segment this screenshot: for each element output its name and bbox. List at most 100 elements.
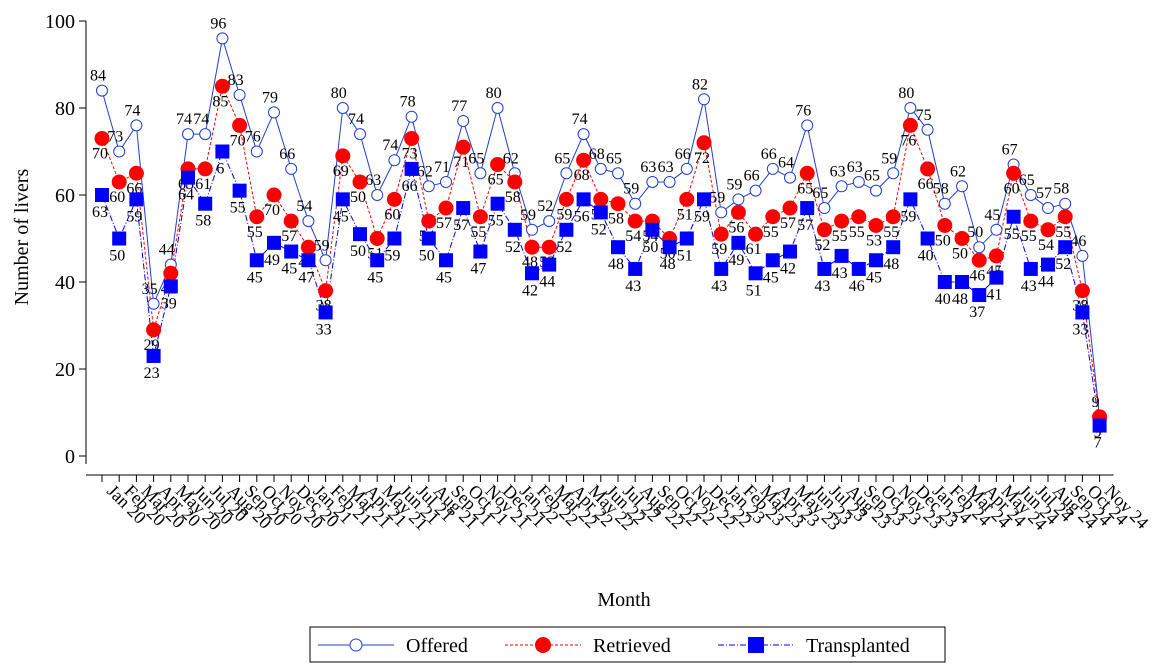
- data-point-transplanted: [1058, 240, 1073, 255]
- data-label-retrieved: 55: [1055, 224, 1071, 241]
- data-label-transplanted: 48: [608, 256, 624, 273]
- data-label-transplanted: 33: [316, 321, 332, 338]
- data-point-retrieved: [868, 217, 884, 233]
- data-point-offered: [182, 128, 194, 141]
- data-label-transplanted: 48: [660, 256, 676, 273]
- data-label-transplanted: 57: [797, 217, 813, 234]
- data-label-retrieved: 69: [333, 163, 349, 180]
- data-label-offered: 74: [124, 102, 140, 119]
- data-point-offered: [96, 84, 108, 97]
- data-label-offered: 76: [245, 129, 261, 146]
- data-label-retrieved: 85: [212, 93, 228, 110]
- data-label-retrieved: 66: [918, 176, 934, 193]
- data-point-transplanted: [731, 235, 746, 250]
- data-label-offered: 74: [176, 111, 192, 128]
- data-point-retrieved: [765, 209, 781, 225]
- data-label-offered: 65: [864, 168, 880, 185]
- data-label-transplanted: 43: [1021, 278, 1037, 295]
- data-label-offered: 68: [589, 146, 605, 163]
- data-point-transplanted: [525, 266, 539, 281]
- data-point-transplanted: [1075, 305, 1090, 320]
- data-label-retrieved: 50: [350, 189, 366, 206]
- data-point-offered: [680, 162, 693, 175]
- data-point-transplanted: [955, 275, 969, 289]
- data-point-retrieved: [730, 204, 746, 220]
- data-point-retrieved: [490, 157, 506, 173]
- data-label-offered: 58: [933, 181, 949, 198]
- data-label-offered: 74: [382, 137, 398, 154]
- data-point-offered: [904, 102, 917, 114]
- data-point-transplanted: [439, 253, 453, 268]
- data-label-retrieved: 76: [900, 132, 916, 149]
- data-point-retrieved: [1074, 283, 1090, 299]
- data-point-transplanted: [886, 240, 901, 255]
- data-point-transplanted: [714, 261, 729, 276]
- data-point-retrieved: [816, 222, 832, 238]
- data-point-retrieved: [283, 213, 299, 229]
- data-label-offered: 63: [365, 172, 381, 189]
- data-point-offered: [268, 106, 280, 119]
- data-label-offered: 54: [296, 198, 312, 215]
- data-label-retrieved: 65: [797, 180, 813, 197]
- data-label-offered: 35: [142, 281, 158, 298]
- data-point-offered: [784, 171, 796, 184]
- data-point-offered: [1042, 202, 1054, 215]
- data-point-offered: [698, 93, 710, 106]
- data-label-offered: 71: [434, 159, 450, 176]
- data-point-retrieved: [558, 191, 574, 207]
- data-point-offered: [199, 128, 212, 141]
- data-point-transplanted: [163, 279, 178, 294]
- data-label-offered: 59: [314, 237, 330, 254]
- data-label-offered: 66: [744, 168, 760, 185]
- data-label-offered: 50: [967, 224, 983, 241]
- data-point-offered: [749, 184, 762, 197]
- data-point-retrieved: [627, 213, 643, 229]
- data-point-retrieved: [472, 209, 488, 225]
- data-point-retrieved: [163, 265, 179, 281]
- data-label-transplanted: 55: [488, 213, 504, 230]
- data-label-transplanted: 42: [780, 261, 796, 278]
- data-label-transplanted: 45: [866, 269, 882, 286]
- data-point-offered: [852, 175, 865, 188]
- data-point-transplanted: [800, 201, 815, 216]
- data-point-transplanted: [679, 231, 694, 246]
- data-label-retrieved: 58: [608, 211, 624, 228]
- data-point-retrieved: [507, 174, 523, 190]
- data-label-transplanted: 45: [333, 208, 349, 225]
- data-point-transplanted: [697, 192, 711, 207]
- data-point-transplanted: [146, 348, 161, 363]
- data-point-offered: [973, 241, 986, 254]
- data-point-retrieved: [128, 165, 144, 181]
- data-label-retrieved: 70: [230, 132, 246, 149]
- y-axis-title: Number of livers: [11, 168, 33, 305]
- data-point-transplanted: [920, 231, 935, 246]
- data-point-retrieved: [541, 239, 557, 255]
- data-label-transplanted: 45: [436, 269, 452, 286]
- data-point-retrieved: [954, 231, 970, 246]
- data-point-transplanted: [611, 240, 625, 255]
- y-tick-label: 40: [55, 272, 75, 294]
- data-point-offered: [921, 123, 934, 136]
- data-point-offered: [1024, 189, 1037, 201]
- data-point-offered: [801, 119, 814, 132]
- data-label-offered: 66: [675, 146, 691, 163]
- data-point-offered: [629, 197, 642, 210]
- data-label-retrieved: 54: [625, 228, 641, 245]
- data-label-transplanted: 44: [1038, 274, 1054, 291]
- data-point-offered: [612, 167, 624, 180]
- data-point-transplanted: [215, 144, 230, 159]
- data-label-offered: 59: [709, 189, 725, 206]
- data-point-retrieved: [197, 161, 213, 177]
- data-label-offered: 74: [348, 111, 364, 128]
- data-label-offered: 46: [1070, 233, 1086, 250]
- data-point-retrieved: [421, 213, 437, 229]
- data-label-offered: 64: [778, 155, 794, 172]
- data-label-transplanted: 41: [986, 287, 1002, 304]
- data-point-retrieved: [386, 191, 402, 207]
- legend-label-transplanted: Transplanted: [806, 635, 910, 657]
- data-point-retrieved: [920, 161, 936, 177]
- data-label-transplanted: 45: [247, 269, 263, 286]
- data-point-retrieved: [111, 174, 127, 190]
- data-point-retrieved: [696, 135, 712, 151]
